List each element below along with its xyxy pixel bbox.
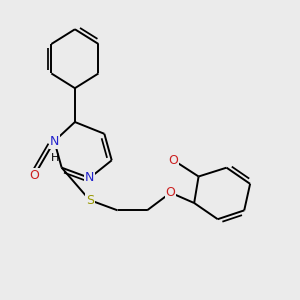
Text: O: O xyxy=(30,169,40,182)
Text: O: O xyxy=(169,154,178,167)
Text: H: H xyxy=(51,153,59,163)
Text: N: N xyxy=(50,135,59,148)
Text: N: N xyxy=(85,172,94,184)
Text: S: S xyxy=(85,194,94,207)
Text: O: O xyxy=(166,186,176,199)
